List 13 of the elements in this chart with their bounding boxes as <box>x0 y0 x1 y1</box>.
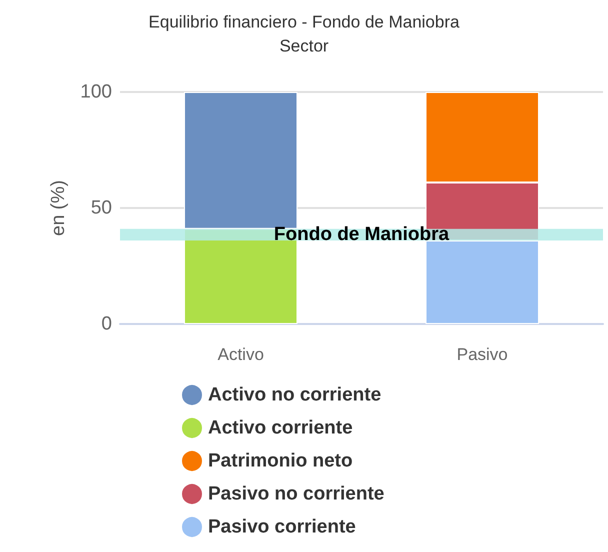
legend-label: Pasivo no corriente <box>208 484 384 504</box>
y-axis-title: en (%) <box>48 180 69 236</box>
legend-label: Activo no corriente <box>208 384 382 406</box>
legend-label: Patrimonio neto <box>208 450 353 472</box>
x-tick-label: Pasivo <box>456 345 508 364</box>
band-label: Fondo de Maniobra <box>274 224 450 246</box>
legend-label: Activo corriente <box>208 418 353 438</box>
y-tick-label: 100 <box>80 82 112 102</box>
x-tick-label: Activo <box>218 345 264 364</box>
chart-title: Equilibrio financiero - Fondo de Maniobra Sector <box>148 12 460 56</box>
legend-label: Pasivo corriente <box>208 516 356 538</box>
y-tick-label: 0 <box>101 314 112 334</box>
y-tick-label: 50 <box>90 198 112 218</box>
